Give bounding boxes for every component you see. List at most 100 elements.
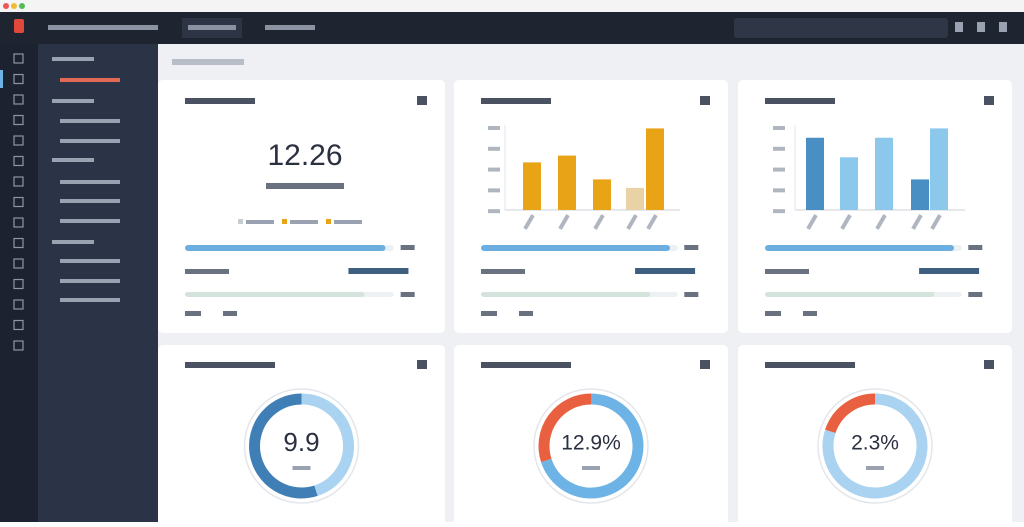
nav-item[interactable] bbox=[52, 158, 94, 162]
search[interactable] bbox=[734, 18, 948, 38]
gauge-segment bbox=[249, 393, 318, 499]
axis-text bbox=[488, 167, 500, 172]
bar bbox=[875, 137, 893, 210]
bar bbox=[558, 155, 576, 210]
stat-text bbox=[803, 311, 817, 316]
stat-text bbox=[635, 268, 696, 274]
stat-text bbox=[185, 269, 229, 274]
rail-icon[interactable] bbox=[13, 135, 24, 146]
nav-item[interactable] bbox=[60, 180, 120, 184]
gauge-segment bbox=[822, 393, 928, 499]
card-icon[interactable] bbox=[984, 360, 994, 369]
nav-item[interactable] bbox=[60, 219, 120, 223]
nav-item[interactable] bbox=[52, 99, 94, 103]
x-tick bbox=[806, 214, 818, 230]
icon[interactable] bbox=[999, 22, 1007, 32]
card-title bbox=[481, 98, 551, 104]
progress-text bbox=[684, 245, 699, 250]
legend-swatch bbox=[238, 219, 243, 224]
card-title bbox=[185, 362, 275, 368]
menu[interactable] bbox=[48, 25, 158, 30]
rail-icon[interactable] bbox=[13, 299, 24, 310]
gauge-value: 12.9% bbox=[561, 432, 621, 455]
rail-icon[interactable] bbox=[13, 176, 24, 187]
tab-text bbox=[188, 25, 236, 30]
legend-swatch bbox=[282, 219, 287, 224]
rail-icon[interactable] bbox=[13, 217, 24, 228]
nav-item[interactable] bbox=[60, 298, 120, 302]
stat-text bbox=[765, 269, 809, 274]
icon[interactable] bbox=[955, 22, 963, 32]
rail-icon[interactable] bbox=[13, 237, 24, 249]
gauge-segment bbox=[825, 393, 876, 434]
nav-item[interactable] bbox=[52, 240, 94, 244]
dot bbox=[19, 3, 25, 9]
bar bbox=[911, 179, 929, 210]
gauge-caption bbox=[866, 466, 884, 470]
legend-swatch bbox=[326, 219, 331, 224]
icon-rail bbox=[0, 44, 38, 522]
bar bbox=[840, 157, 858, 210]
rail-icon[interactable] bbox=[13, 258, 24, 269]
rail-icon[interactable] bbox=[13, 53, 24, 64]
gauge-ring bbox=[243, 388, 360, 504]
progress-bar bbox=[481, 245, 671, 251]
card-title bbox=[765, 98, 835, 104]
x-tick bbox=[930, 214, 942, 230]
card-icon[interactable] bbox=[984, 96, 994, 105]
card-icon[interactable] bbox=[417, 360, 427, 369]
progress-bar bbox=[185, 245, 386, 251]
x-tick bbox=[646, 214, 658, 230]
rail-icon[interactable] bbox=[13, 73, 24, 85]
rail-icon[interactable] bbox=[13, 340, 24, 351]
card-icon[interactable] bbox=[700, 96, 710, 105]
progress-bar bbox=[185, 292, 365, 297]
legend-text bbox=[290, 220, 318, 224]
nav-item[interactable] bbox=[60, 119, 120, 123]
card-title bbox=[185, 98, 255, 104]
progress-bar bbox=[765, 245, 955, 251]
gauge-ring bbox=[533, 388, 649, 504]
page-title bbox=[172, 59, 244, 65]
gauge-value: 9.9 bbox=[283, 427, 319, 457]
rail-icon[interactable] bbox=[13, 278, 24, 290]
x-tick bbox=[593, 214, 605, 230]
x-tick bbox=[558, 214, 570, 230]
nav-item[interactable] bbox=[60, 279, 120, 283]
nav-item[interactable] bbox=[60, 139, 120, 143]
axis-text bbox=[773, 126, 785, 130]
axis-text bbox=[488, 146, 500, 151]
stat-text bbox=[765, 311, 781, 316]
gauge-caption bbox=[292, 466, 311, 470]
card-icon[interactable] bbox=[417, 96, 427, 105]
progress-text bbox=[684, 292, 699, 297]
rail-active bbox=[0, 70, 3, 88]
x-tick bbox=[911, 214, 923, 230]
logo[interactable] bbox=[14, 19, 24, 33]
rail-icon[interactable] bbox=[13, 319, 24, 331]
dot bbox=[11, 3, 17, 9]
stat-text bbox=[481, 269, 525, 274]
rail-icon[interactable] bbox=[13, 196, 24, 208]
axis-text bbox=[488, 126, 500, 130]
axis-text bbox=[773, 209, 785, 214]
gauge-segment bbox=[538, 393, 592, 463]
progress-bar bbox=[765, 292, 935, 297]
tab[interactable] bbox=[265, 25, 315, 30]
rail-icon[interactable] bbox=[13, 155, 24, 167]
bar bbox=[806, 137, 824, 210]
nav-item[interactable] bbox=[60, 199, 120, 203]
rail-icon[interactable] bbox=[13, 94, 24, 105]
card-icon[interactable] bbox=[700, 360, 710, 369]
nav-item[interactable] bbox=[60, 259, 120, 263]
legend-text bbox=[246, 220, 274, 224]
gauge-caption bbox=[582, 466, 600, 470]
nav-item[interactable] bbox=[60, 78, 120, 82]
card bbox=[454, 345, 728, 527]
icon[interactable] bbox=[977, 22, 985, 32]
gauge-value: 2.3% bbox=[851, 432, 899, 455]
nav-item[interactable] bbox=[52, 57, 94, 61]
rail-icon[interactable] bbox=[13, 114, 24, 126]
card-title bbox=[765, 362, 855, 368]
